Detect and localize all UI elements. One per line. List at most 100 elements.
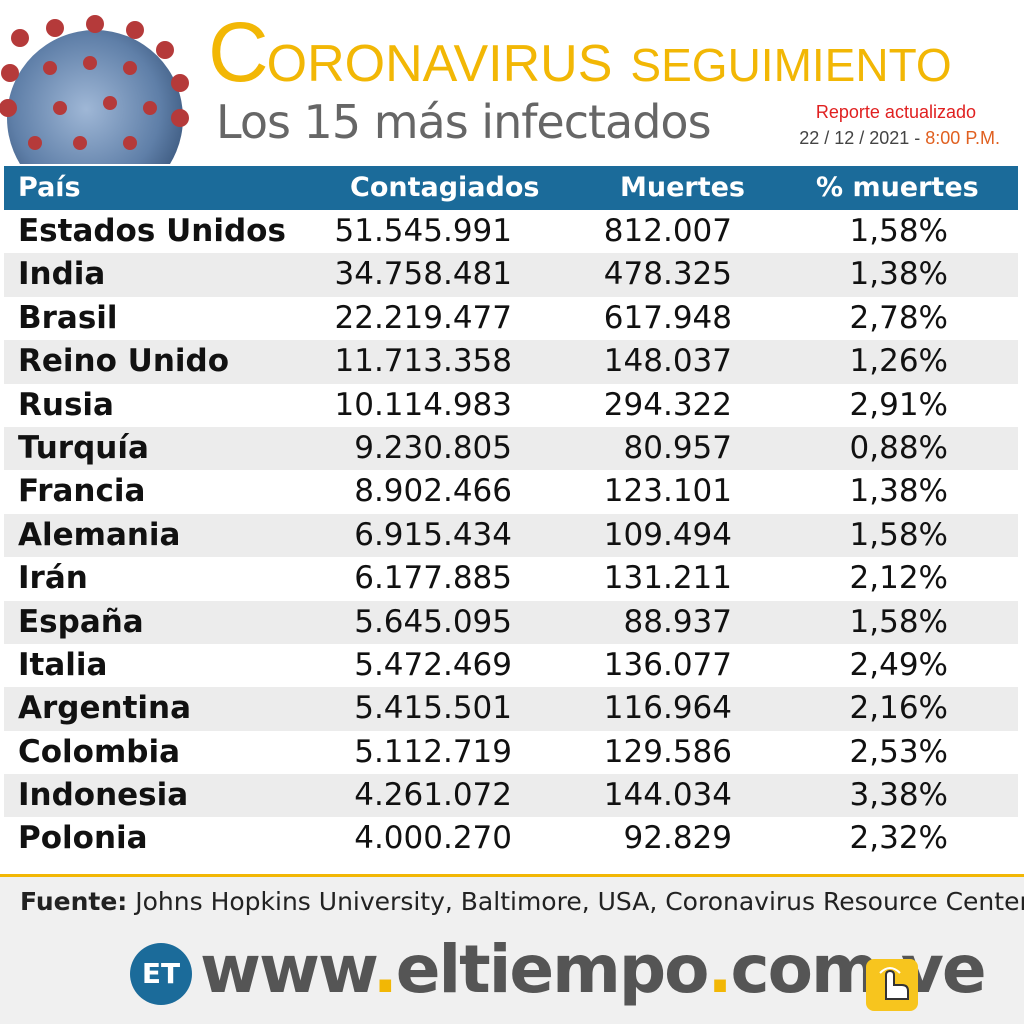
hand-pointer-icon: [866, 959, 918, 1011]
cell-cases: 10.114.983: [334, 386, 513, 423]
cell-deaths: 109.494: [603, 516, 732, 553]
cell-country: Turquía: [18, 429, 149, 466]
column-header-deaths: Muertes: [620, 172, 746, 203]
column-header-country: País: [18, 172, 81, 203]
cell-cases: 4.000.270: [354, 820, 512, 857]
cell-deaths: 294.322: [603, 386, 732, 423]
cell-cases: 6.915.434: [354, 516, 512, 553]
cell-deaths: 812.007: [603, 213, 732, 249]
cell-death-rate: 1,26%: [849, 343, 948, 380]
source-credit: Fuente: Johns Hopkins University, Baltim…: [20, 887, 1024, 916]
cell-country: Indonesia: [18, 777, 189, 814]
cell-country: Irán: [18, 560, 88, 597]
cell-cases: 51.545.991: [334, 213, 513, 249]
cell-deaths: 123.101: [603, 473, 732, 510]
source-text: Johns Hopkins University, Baltimore, USA…: [127, 887, 1024, 916]
main-title: CORONAVIRUS SEGUIMIENTO: [208, 4, 952, 101]
cell-death-rate: 3,38%: [849, 777, 948, 814]
column-header-death-rate: % muertes: [816, 172, 979, 203]
table-header: País Contagiados Muertes % muertes: [4, 166, 1018, 210]
cell-cases: 5.645.095: [354, 603, 512, 640]
cell-death-rate: 1,58%: [849, 516, 948, 553]
cell-cases: 34.758.481: [334, 256, 513, 293]
cell-death-rate: 1,38%: [849, 473, 948, 510]
cell-cases: 8.902.466: [354, 473, 512, 510]
title-word: ORONAVIRUS: [266, 35, 613, 93]
cell-country: India: [18, 256, 106, 293]
coronavirus-icon: [0, 15, 189, 164]
cell-deaths: 116.964: [603, 690, 732, 727]
cell-country: Estados Unidos: [18, 213, 286, 249]
cell-deaths: 478.325: [603, 256, 732, 293]
cell-cases: 11.713.358: [334, 343, 513, 380]
cell-country: Argentina: [18, 690, 191, 727]
cell-country: Rusia: [18, 386, 114, 423]
url-dot: .: [707, 931, 732, 1008]
cell-cases: 5.472.469: [354, 646, 512, 683]
cell-death-rate: 2,12%: [849, 560, 948, 597]
table-row: Irán 6.177.885 131.211 2,12%: [4, 557, 1018, 600]
data-table: País Contagiados Muertes % muertes Estad…: [4, 166, 1018, 874]
cell-cases: 6.177.885: [354, 560, 512, 597]
table-row: Estados Unidos 51.545.991 812.007 1,58%: [4, 210, 1018, 253]
title-seguimiento: SEGUIMIENTO: [630, 39, 952, 91]
report-date: 22 / 12 / 2021: [799, 128, 910, 148]
url-part: eltiempo: [395, 931, 710, 1008]
divider: [0, 874, 1024, 877]
title-initial: C: [208, 5, 269, 99]
cell-cases: 22.219.477: [334, 299, 513, 336]
table-row: Polonia 4.000.270 92.829 2,32%: [4, 817, 1018, 860]
cell-country: Alemania: [18, 516, 181, 553]
header: CORONAVIRUS SEGUIMIENTO Los 15 más infect…: [0, 0, 1024, 165]
cell-cases: 9.230.805: [354, 429, 512, 466]
table-row: Francia 8.902.466 123.101 1,38%: [4, 470, 1018, 513]
footer: Fuente: Johns Hopkins University, Baltim…: [0, 877, 1024, 1024]
cell-deaths: 80.957: [623, 429, 732, 466]
cell-deaths: 144.034: [603, 777, 732, 814]
cell-country: Italia: [18, 646, 108, 683]
table-row: Reino Unido 11.713.358 148.037 1,26%: [4, 340, 1018, 384]
cell-cases: 4.261.072: [354, 777, 512, 814]
cell-deaths: 129.586: [603, 733, 732, 770]
cell-deaths: 88.937: [623, 603, 732, 640]
report-info: Reporte actualizado 22 / 12 / 2021 - 8:0…: [799, 99, 1000, 151]
cell-country: Francia: [18, 473, 146, 510]
url-dot: .: [372, 931, 398, 1008]
cell-cases: 5.112.719: [354, 733, 512, 770]
cell-deaths: 136.077: [603, 646, 732, 683]
cell-country: Polonia: [18, 820, 148, 857]
cell-death-rate: 0,88%: [849, 429, 948, 466]
report-separator: -: [909, 128, 926, 148]
cell-death-rate: 2,16%: [849, 690, 948, 727]
table-row: Colombia 5.112.719 129.586 2,53%: [4, 731, 1018, 774]
cell-deaths: 92.829: [623, 820, 732, 857]
cell-country: Brasil: [18, 299, 118, 336]
cell-death-rate: 2,53%: [849, 733, 948, 770]
report-time: 8:00 P.M.: [925, 128, 1000, 148]
cell-death-rate: 2,91%: [849, 386, 948, 423]
table-row: Argentina 5.415.501 116.964 2,16%: [4, 687, 1018, 731]
report-label: Reporte actualizado: [815, 102, 976, 122]
url-part: com: [730, 931, 880, 1008]
cell-death-rate: 2,49%: [849, 646, 948, 683]
eltiempo-logo: ET: [130, 943, 192, 1005]
cell-death-rate: 1,58%: [849, 603, 948, 640]
cell-country: Reino Unido: [18, 343, 230, 380]
table-row: Indonesia 4.261.072 144.034 3,38%: [4, 774, 1018, 818]
cell-cases: 5.415.501: [354, 690, 512, 727]
url-part: www: [200, 931, 375, 1008]
table-row: Turquía 9.230.805 80.957 0,88%: [4, 426, 1018, 471]
cell-death-rate: 2,32%: [849, 820, 948, 857]
table-body: Estados Unidos 51.545.991 812.007 1,58% Indi…: [4, 210, 1018, 861]
cell-country: Colombia: [18, 733, 181, 770]
cell-deaths: 148.037: [603, 343, 732, 380]
page-subtitle: Los 15 más infectados: [216, 95, 712, 149]
cell-deaths: 617.948: [603, 299, 732, 336]
column-header-cases: Contagiados: [350, 172, 540, 203]
table-row: India 34.758.481 478.325 1,38%: [4, 253, 1018, 297]
table-row: Italia 5.472.469 136.077 2,49%: [4, 644, 1018, 687]
cell-deaths: 131.211: [603, 560, 732, 597]
website-link[interactable]: www.eltiempo.com.ve: [200, 931, 987, 1008]
table-row: Rusia 10.114.983 294.322 2,91%: [4, 384, 1018, 427]
table-row: Alemania 6.915.434 109.494 1,58%: [4, 513, 1018, 558]
